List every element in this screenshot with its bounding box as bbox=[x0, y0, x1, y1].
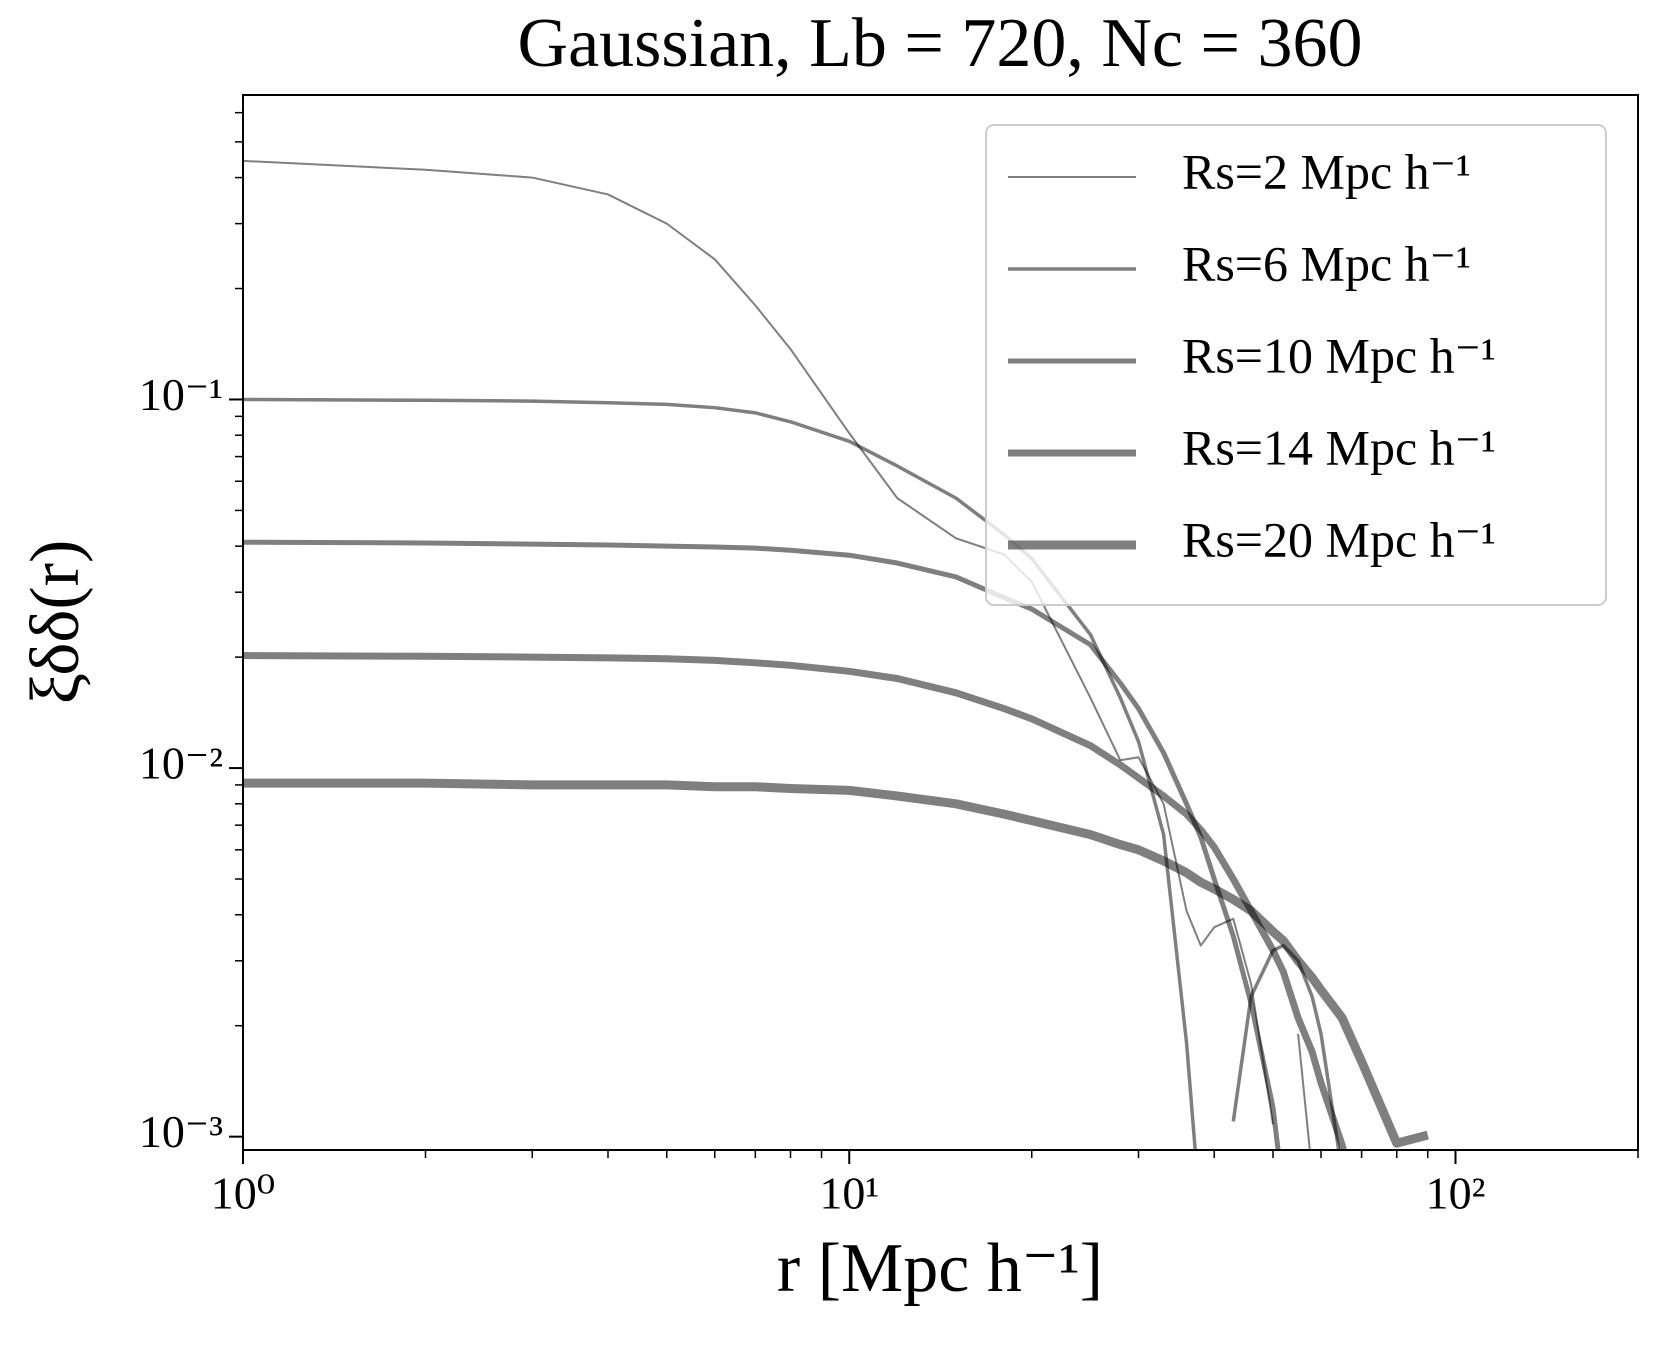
x-tick-label: 10⁰ bbox=[211, 1168, 275, 1219]
x-axis-label: r [Mpc h⁻¹] bbox=[777, 1230, 1103, 1307]
legend-label: Rs=20 Mpc h⁻¹ bbox=[1182, 511, 1496, 567]
legend-box bbox=[985, 124, 1607, 606]
legend-label: Rs=10 Mpc h⁻¹ bbox=[1182, 327, 1496, 383]
plot-frame bbox=[242, 94, 1639, 1151]
y-axis-label: ξδδ(r) bbox=[17, 540, 94, 705]
data-line bbox=[243, 652, 1348, 1150]
legend-label: Rs=6 Mpc h⁻¹ bbox=[1182, 235, 1471, 291]
data-line bbox=[243, 778, 1429, 1148]
legend-label: Rs=14 Mpc h⁻¹ bbox=[1182, 419, 1496, 475]
x-tick-label: 10² bbox=[1426, 1168, 1486, 1219]
legend-label: Rs=2 Mpc h⁻¹ bbox=[1182, 143, 1471, 199]
data-line bbox=[243, 539, 1281, 1150]
y-tick-label: 10⁻³ bbox=[139, 1106, 223, 1157]
x-tick-label: 10¹ bbox=[819, 1168, 879, 1219]
y-tick-label: 10⁻² bbox=[139, 738, 223, 789]
y-tick-label: 10⁻¹ bbox=[139, 369, 223, 420]
chart-title: Gaussian, Lb = 720, Nc = 360 bbox=[518, 5, 1363, 82]
